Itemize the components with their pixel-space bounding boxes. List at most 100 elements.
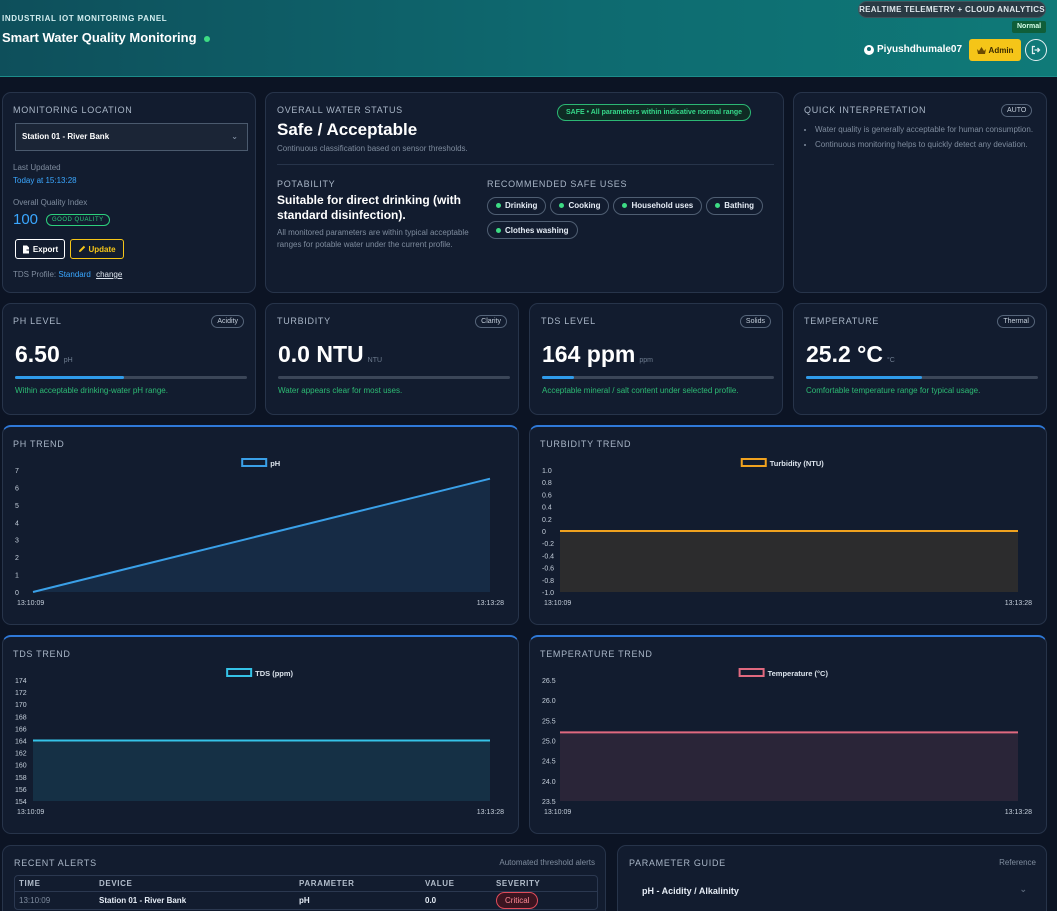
guide-caption: Reference [999, 858, 1036, 867]
use-chip-label: Household uses [631, 201, 694, 210]
metric-value: 0.0 NTU NTU [278, 341, 382, 368]
y-tick-label: 158 [15, 775, 27, 782]
guide-item[interactable]: pH - Acidity / Alkalinity ⌄ [642, 884, 1037, 896]
uses-chips: Drinking Cooking Household uses Bathing Clot… [487, 195, 777, 244]
metric-tag: Clarity [475, 315, 507, 328]
potability-value: Suitable for direct drinking (with stand… [277, 193, 462, 222]
legend-label: pH [270, 459, 280, 468]
status-divider [277, 164, 774, 165]
user-info[interactable]: Piyushdhumale07 [864, 44, 962, 55]
chevron-down-icon: ⌄ [1019, 884, 1027, 894]
logout-button[interactable] [1025, 39, 1047, 61]
cell-parameter: pH [299, 895, 310, 905]
metric-unit: °C [886, 357, 895, 364]
green-dot-icon [496, 203, 501, 208]
cell-severity: Critical [492, 891, 597, 909]
quality-index-label: Overall Quality Index [13, 198, 88, 207]
y-tick-label: 0 [15, 590, 19, 597]
tds-profile-value: Standard [58, 270, 91, 279]
metric-label: TURBIDITY [277, 316, 331, 326]
telemetry-pill: REALTIME TELEMETRY + CLOUD ANALYTICS [858, 1, 1046, 18]
export-button[interactable]: Export [15, 239, 65, 259]
alerts-header-row: TIME DEVICE PARAMETER VALUE SEVERITY [15, 876, 597, 891]
tds-profile-label: TDS Profile: [13, 270, 57, 279]
chart-title: TDS TREND [13, 649, 71, 659]
x-tick-label: 13:13:28 [1005, 809, 1032, 816]
interpretation-list: Water quality is generally acceptable fo… [815, 123, 1035, 151]
x-tick-label: 13:13:28 [477, 809, 504, 816]
tds-profile-row: TDS Profile: Standard change [13, 270, 122, 279]
quick-interpretation-card: QUICK INTERPRETATION AUTO Water quality … [793, 92, 1047, 293]
admin-button[interactable]: Admin [969, 39, 1021, 61]
trend-chart-svg: TEMPERATURE TREND Temperature (°C) 26.5 26.… [540, 649, 1032, 816]
auto-badge: AUTO [1001, 104, 1033, 117]
logout-icon [1031, 45, 1041, 55]
use-chip-cooking: Cooking [550, 196, 610, 215]
station-select-value: Station 01 - River Bank [22, 132, 110, 141]
station-select[interactable]: Station 01 - River Bank ⌄ [15, 123, 248, 151]
update-label: Update [88, 244, 116, 254]
top-header: INDUSTRIAL IOT MONITORING PANEL Smart Wa… [0, 0, 1057, 77]
metric-label: TDS LEVEL [541, 316, 596, 326]
chart-title: TEMPERATURE TREND [540, 649, 653, 659]
status-value: Safe / Acceptable [277, 120, 418, 139]
page-title-text: Smart Water Quality Monitoring [2, 30, 197, 45]
cell-device: Station 01 - River Bank [99, 895, 187, 905]
alerts-label: RECENT ALERTS [14, 858, 97, 868]
pencil-icon [79, 245, 86, 252]
tds-profile-change-link[interactable]: change [96, 270, 123, 279]
y-tick-label: 25.0 [542, 739, 556, 746]
x-tick-label: 13:13:28 [477, 600, 504, 607]
parameter-guide-card: PARAMETER GUIDE Reference pH - Acidity /… [617, 845, 1047, 911]
alerts-caption: Automated threshold alerts [499, 858, 595, 867]
y-tick-label: 156 [15, 787, 27, 794]
chart-title: PH TREND [13, 439, 64, 449]
use-chip-label: Bathing [724, 201, 755, 210]
metric-bar-track [15, 376, 247, 379]
legend-swatch [740, 458, 767, 467]
update-button[interactable]: Update [70, 239, 124, 259]
use-chip-clothes-washing: Clothes washing [487, 221, 578, 239]
status-label: OVERALL WATER STATUS [277, 105, 403, 115]
trend-chart-svg: PH TREND pH 7 6 5 4 3 2 1 0 13:10:09 13:13:28 [13, 439, 504, 607]
x-tick-label: 13:10:09 [17, 600, 44, 607]
y-tick-label: -0.8 [542, 578, 554, 585]
potability-label: POTABILITY [277, 179, 336, 189]
status-badge: Normal [1012, 21, 1047, 33]
metric-tag: Acidity [211, 315, 244, 328]
chart-card-ph-trend: PH TREND pH 7 6 5 4 3 2 1 0 13:10:09 13:13:28 [2, 425, 519, 625]
recent-alerts-card: RECENT ALERTS Automated threshold alerts… [2, 845, 606, 911]
series-area [560, 531, 1018, 592]
y-tick-label: 7 [15, 468, 19, 475]
table-row[interactable]: 13:10:09 Station 01 - River Bank pH 0.0 … [15, 891, 597, 909]
cell-value: 0.0 [425, 895, 437, 905]
monitoring-location-card: MONITORING LOCATION Station 01 - River B… [2, 92, 256, 293]
col-device: DEVICE [99, 878, 133, 888]
metric-bar-fill [806, 376, 922, 379]
y-tick-label: 162 [15, 751, 27, 758]
use-chip-label: Drinking [505, 201, 538, 210]
y-tick-label: 168 [15, 714, 27, 721]
alerts-table-wrap: TIME DEVICE PARAMETER VALUE SEVERITY 13:… [14, 875, 598, 910]
metric-value-text: 6.50 [15, 341, 60, 367]
y-tick-label: 6 [15, 485, 19, 492]
series-area [560, 732, 1018, 801]
chart-card-temperature-trend: TEMPERATURE TREND Temperature (°C) 26.5 26.… [529, 635, 1047, 834]
y-tick-label: 170 [15, 702, 27, 709]
col-severity: SEVERITY [496, 878, 541, 888]
metric-bar-fill [542, 376, 575, 379]
safe-badge: SAFE • All parameters within indicative … [557, 104, 752, 121]
guide-label: PARAMETER GUIDE [629, 858, 726, 868]
y-tick-label: 0.6 [542, 492, 552, 499]
crown-icon [976, 46, 986, 54]
admin-label: Admin [988, 45, 1014, 55]
status-subtitle: Continuous classification based on senso… [277, 144, 468, 153]
user-icon [864, 44, 874, 55]
use-chip-household: Household uses [613, 196, 703, 215]
y-tick-label: 1.0 [542, 468, 552, 475]
green-dot-icon [622, 203, 628, 208]
y-tick-label: 0.8 [542, 480, 552, 487]
y-tick-label: 24.0 [542, 779, 556, 786]
y-tick-label: 0.2 [542, 517, 552, 524]
trend-chart-svg: TDS TREND TDS (ppm) 174 172 170 168 166 164 162 1… [13, 649, 504, 816]
